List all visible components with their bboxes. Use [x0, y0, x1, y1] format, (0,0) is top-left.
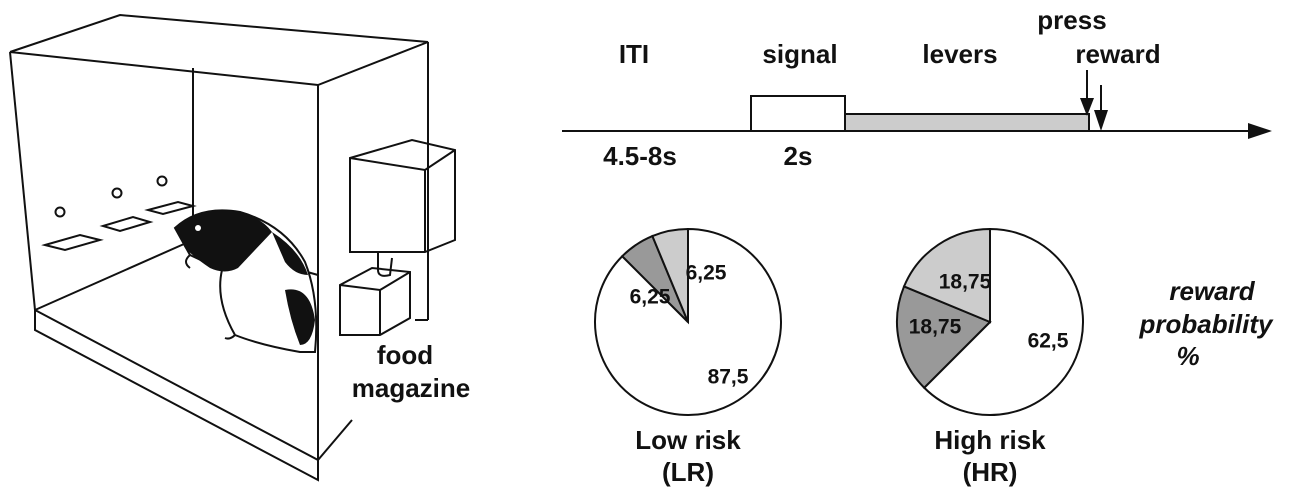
pie-slice	[902, 227, 991, 324]
slice-label: 62,5	[1028, 330, 1069, 353]
legend-note: %	[1176, 341, 1199, 371]
phase-label: ITI	[619, 39, 649, 69]
apparatus-label: food	[377, 340, 433, 370]
legend-note: probability	[1139, 309, 1274, 339]
food-magazine	[339, 138, 456, 336]
duration-label: 4.5-8s	[603, 141, 677, 171]
slice-label: 18,75	[939, 271, 992, 294]
slice-label: 18,75	[909, 316, 962, 339]
slice-label: 87,5	[708, 366, 749, 389]
legend-note: reward	[1169, 276, 1255, 306]
pie-slice	[594, 227, 782, 416]
chart-subtitle: (HR)	[963, 457, 1018, 487]
pie-slice	[896, 285, 992, 390]
pie-slice	[922, 227, 1084, 416]
chart-title: Low risk	[635, 425, 741, 455]
chart-title: High risk	[934, 425, 1046, 455]
slice-label: 6,25	[630, 286, 671, 309]
rat	[173, 209, 318, 353]
duration-label: 2s	[784, 141, 813, 171]
apparatus-label: magazine	[352, 373, 471, 403]
phase-label: reward	[1075, 39, 1160, 69]
phase-label: signal	[762, 39, 837, 69]
phase-label: levers	[922, 39, 997, 69]
pie-slice	[651, 227, 689, 323]
chart-subtitle: (LR)	[662, 457, 714, 487]
phase-label: press	[1037, 5, 1106, 35]
timeline	[562, 70, 1272, 139]
slice-label: 6,25	[686, 262, 727, 285]
